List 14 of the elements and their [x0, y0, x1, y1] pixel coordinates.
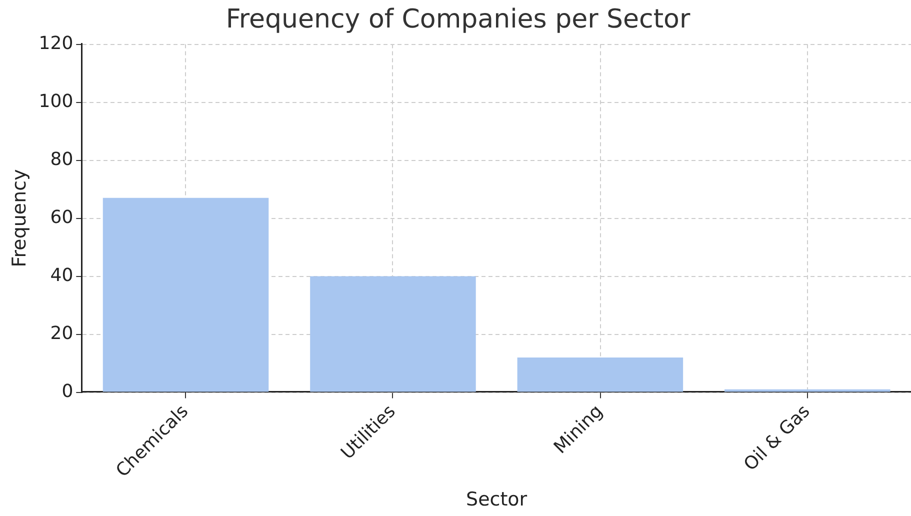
y-tick-label: 80: [50, 148, 74, 170]
y-tick-label: 60: [50, 206, 74, 228]
bar: [517, 357, 684, 392]
x-tick-label: Oil & Gas: [740, 400, 814, 476]
y-tick-label: 20: [50, 322, 74, 344]
bar: [310, 276, 476, 392]
bar: [102, 198, 269, 392]
x-axis-title: Sector: [466, 488, 528, 511]
y-tick-label: 100: [38, 90, 74, 112]
y-tick-label: 120: [38, 32, 74, 54]
y-tick-label: 40: [50, 264, 74, 286]
y-axis-title: Frequency: [8, 169, 30, 268]
y-tick-label: 0: [62, 380, 74, 402]
chart-title: Frequency of Companies per Sector: [226, 4, 690, 34]
